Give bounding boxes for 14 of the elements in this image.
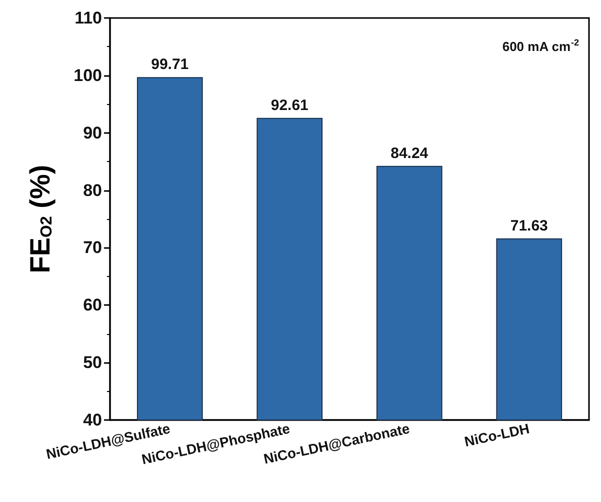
- data-label: 84.24: [390, 144, 429, 162]
- data-label: 99.71: [151, 56, 189, 74]
- x-tick-label: NiCo-LDH: [462, 420, 531, 450]
- y-tick-label: 60: [83, 296, 102, 315]
- y-tick-label: 50: [83, 353, 102, 372]
- data-label: 92.61: [270, 96, 308, 114]
- y-tick-label: 100: [74, 66, 102, 85]
- y-tick-label: 110: [74, 8, 102, 28]
- y-tick-label: 80: [83, 180, 102, 200]
- y-tick-label: 40: [83, 410, 102, 430]
- data-label: 71.63: [510, 217, 548, 234]
- y-tick-label: 90: [83, 123, 102, 142]
- y-axis-title: FEO2 (%): [24, 164, 56, 274]
- y-tick-label: 70: [83, 238, 102, 258]
